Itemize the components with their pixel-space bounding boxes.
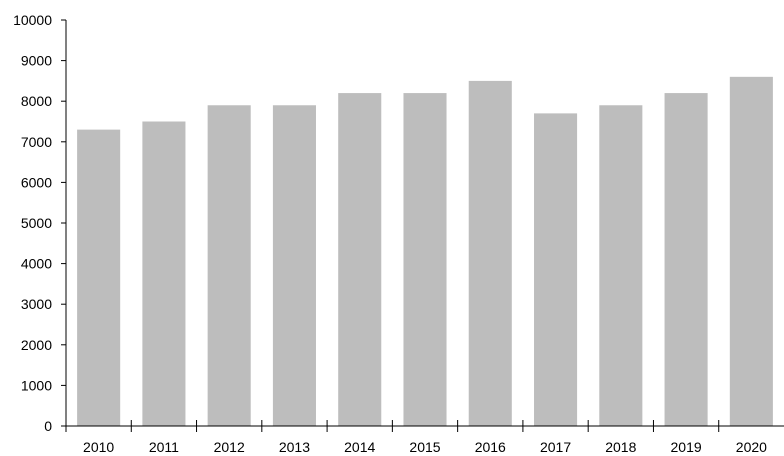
bar-2012 [207,105,251,426]
y-tick-label-0: 0 [44,418,52,434]
x-tick-label-2012: 2012 [214,439,245,455]
bar-2015 [403,93,447,426]
bar-2018 [599,105,643,426]
y-axis: 0 1000 2000 3000 4000 5000 6000 7000 8000 9000 100… [13,12,67,434]
bar-2017 [534,113,578,426]
x-tick-label-2016: 2016 [475,439,506,455]
bar-2020 [729,76,773,426]
y-tick-label-3000: 3000 [21,296,52,312]
y-tick-label-2000: 2000 [21,337,52,353]
bars-group [77,76,773,427]
y-tick-label-6000: 6000 [21,174,52,190]
x-tick-label-2011: 2011 [149,439,179,455]
y-tick-label-1000: 1000 [21,377,52,393]
x-tick-label-2017: 2017 [540,439,571,455]
y-tick-label-5000: 5000 [21,215,52,231]
y-tick-label-4000: 4000 [21,256,52,272]
bar-2010 [77,129,121,426]
y-tick-label-10000: 10000 [13,12,52,28]
y-tick-label-8000: 8000 [21,93,52,109]
x-tick-label-2018: 2018 [605,439,636,455]
x-tick-label-2014: 2014 [344,439,375,455]
bar-2014 [338,93,382,426]
x-tick-label-2010: 2010 [83,439,114,455]
bar-2016 [468,80,512,427]
x-tick-label-2015: 2015 [409,439,440,455]
bar-2013 [272,105,316,426]
x-tick-label-2019: 2019 [671,439,702,455]
x-tick-label-2013: 2013 [279,439,310,455]
x-axis: 2010 2011 2012 2013 2014 2015 2016 2017 2018 2019… [66,420,784,455]
bar-2019 [664,93,708,426]
bar-2011 [142,121,186,426]
x-tick-label-2020: 2020 [736,439,767,455]
y-tick-label-9000: 9000 [21,53,52,69]
y-tick-label-7000: 7000 [21,134,52,150]
